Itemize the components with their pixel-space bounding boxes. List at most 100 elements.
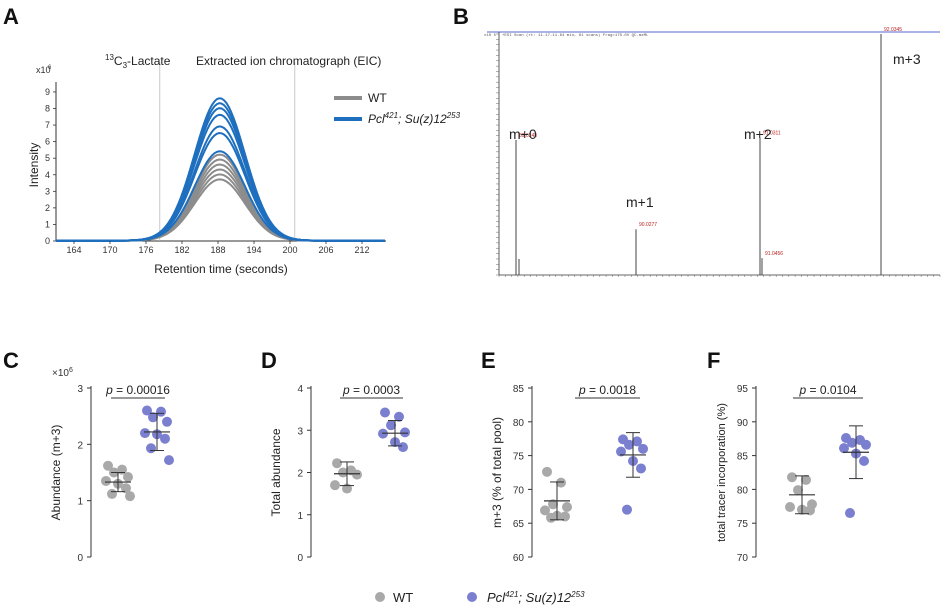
panel-e-dot-wt xyxy=(556,477,566,488)
panel-e-dot-wt xyxy=(562,501,572,512)
panel-a-ylabel: Intensity xyxy=(27,143,41,188)
panel-c-ylabel: Abundance (m+3) xyxy=(49,425,63,521)
panel-d-dot-wt xyxy=(330,480,340,491)
panel-d-dot-mut xyxy=(386,420,396,431)
bottom-legend: WT Pcl421; Su(z)12253 xyxy=(375,590,585,605)
panel-e-ylabel: m+3 (% of total pool) xyxy=(490,417,504,528)
panel-f-y-tick-label: 85 xyxy=(737,452,749,463)
panel-e-dot-wt xyxy=(542,466,552,477)
panel-a-eic-trace-wt xyxy=(56,163,385,242)
panel-f-dot-mut xyxy=(847,437,857,448)
panel-a-eic-trace-mut xyxy=(56,125,385,242)
p-rest: = 0.0003 xyxy=(350,383,401,397)
panel-a-eic-trace-wt xyxy=(56,178,385,242)
p-rest: = 0.0018 xyxy=(586,383,637,397)
panel-c-y-tick-label: 1 xyxy=(77,497,83,508)
panel-a-eic-annotation: Extracted ion chromatograph (EIC) xyxy=(196,54,381,68)
panel-e-y-tick-label: 85 xyxy=(513,384,525,395)
panel-e-dot-mut xyxy=(636,463,646,474)
panel-a-x-tick-label: 182 xyxy=(174,245,189,255)
panel-c-dotplot: 0 1 2 3 Abundance (m+3) ×106 p = 0.00016 xyxy=(49,367,174,564)
panel-f-dot-wt xyxy=(805,505,815,516)
panel-c-dot-mut xyxy=(164,455,174,466)
panel-e-dot-wt xyxy=(548,499,558,510)
panel-a-y-tick-label: 0 xyxy=(45,236,50,246)
panel-a-x-tick-label: 206 xyxy=(318,245,333,255)
panel-a-y-tick-label: 5 xyxy=(45,153,50,163)
bottom-legend-mut-main: Pcl xyxy=(487,590,506,605)
panel-c-dot-mut xyxy=(140,428,150,439)
panel-label-b: B xyxy=(453,4,469,29)
panel-c-dot-wt xyxy=(125,491,135,502)
panel-d-p-value: p = 0.0003 xyxy=(342,383,400,397)
panel-e-y-tick-label: 80 xyxy=(513,418,525,429)
isotope-sub: 3 xyxy=(123,61,128,70)
panel-e-dotplot: 60 65 70 75 80 85 m+3 (% of total pool) p = 0.0… xyxy=(490,383,648,564)
panel-b-isotopologue-label: m+2 xyxy=(744,126,772,142)
panel-f-dot-wt xyxy=(801,474,811,485)
panel-a-x-tick-label: 164 xyxy=(66,245,81,255)
panel-a-xlabel: Retention time (seconds) xyxy=(154,262,287,276)
panel-d-dot-mut xyxy=(398,442,408,453)
panel-b-isotopologue-label: m+3 xyxy=(893,51,921,67)
panel-c-p-value: p = 0.00016 xyxy=(105,383,170,397)
panel-d-y-tick-label: 2 xyxy=(297,469,303,480)
panel-b-peak-mz: 90.0277 xyxy=(639,222,657,228)
panel-d-dot-wt xyxy=(352,469,362,480)
panel-e-dot-mut xyxy=(622,504,632,515)
panel-f-dot-mut xyxy=(861,439,871,450)
panel-f-dotplot: 70 75 80 85 90 95 total tracer incorporation (… xyxy=(716,383,871,564)
panel-c-dot-mut xyxy=(156,406,166,417)
panel-c-dot-mut xyxy=(162,416,172,427)
panel-f-p-value: p = 0.0104 xyxy=(798,383,856,397)
legend-mut-sep: ; Su(z)12 xyxy=(398,112,447,126)
panel-d-dot-mut xyxy=(380,407,390,418)
panel-f-y-tick-label: 80 xyxy=(737,485,749,496)
panel-d-ylabel: Total abundance xyxy=(269,428,283,516)
panel-a-y-tick-label: 7 xyxy=(45,120,50,130)
panel-f-dot-wt xyxy=(785,501,795,512)
panel-c-dot-mut xyxy=(146,443,156,454)
panel-c-dot-wt xyxy=(123,472,133,483)
panel-f-y-tick-label: 75 xyxy=(737,519,749,530)
panel-d-y-tick-label: 1 xyxy=(297,511,303,522)
panel-a-y-tick-label: 2 xyxy=(45,203,50,213)
panel-e-dot-wt xyxy=(560,511,570,522)
legend-mut-main: Pcl xyxy=(368,112,385,126)
panel-c-dot-wt xyxy=(103,460,113,471)
panel-a-y-tick-label: 6 xyxy=(45,137,50,147)
panel-e-y-tick-label: 70 xyxy=(513,485,525,496)
isotope-elem-b: -Lactate xyxy=(127,54,171,68)
panel-e-dot-mut xyxy=(616,446,626,457)
y-scale-base: ×10 xyxy=(52,368,69,379)
panel-d-dot-wt xyxy=(332,458,342,469)
bottom-legend-wt-dot xyxy=(375,592,385,602)
panel-a-legend-mut: Pcl421; Su(z)12253 xyxy=(368,111,461,126)
panel-label-c: C xyxy=(3,348,19,373)
bottom-legend-mut-dot xyxy=(467,592,477,602)
panel-a-y-tick-label: 8 xyxy=(45,104,50,114)
panel-c-dot-mut xyxy=(160,433,170,444)
panel-a-x-tick-label: 170 xyxy=(102,245,117,255)
panel-a-y-scale-base: x10 xyxy=(36,65,51,75)
panel-e-y-tick-label: 65 xyxy=(513,519,525,530)
panel-b-isotopologue-label: m+0 xyxy=(509,126,537,142)
panel-label-d: D xyxy=(261,348,277,373)
panel-b-peak-mz: 91.0311 xyxy=(763,131,781,137)
panel-d-dot-mut xyxy=(400,427,410,438)
legend-mut-sup2: 253 xyxy=(446,111,461,120)
panel-c-y-tick-label: 2 xyxy=(77,440,83,451)
panel-a-legend-wt: WT xyxy=(368,91,387,105)
panel-f-dot-mut xyxy=(845,508,855,519)
panel-d-dotplot: 0 1 2 3 4 Total abundance p = 0.0003 xyxy=(269,383,410,564)
panel-f-dot-mut xyxy=(859,456,869,467)
panel-c-y-tick-label: 0 xyxy=(77,553,83,564)
panel-e-dot-wt xyxy=(546,512,556,523)
panel-a-x-tick-label: 188 xyxy=(210,245,225,255)
panel-f-ylabel: total tracer incorporation (%) xyxy=(716,403,728,542)
bottom-legend-mut-sup2: 253 xyxy=(570,590,585,599)
panel-f-dot-wt xyxy=(793,485,803,496)
bottom-legend-mut: Pcl421; Su(z)12253 xyxy=(487,590,585,605)
p-symbol: p xyxy=(105,383,113,397)
